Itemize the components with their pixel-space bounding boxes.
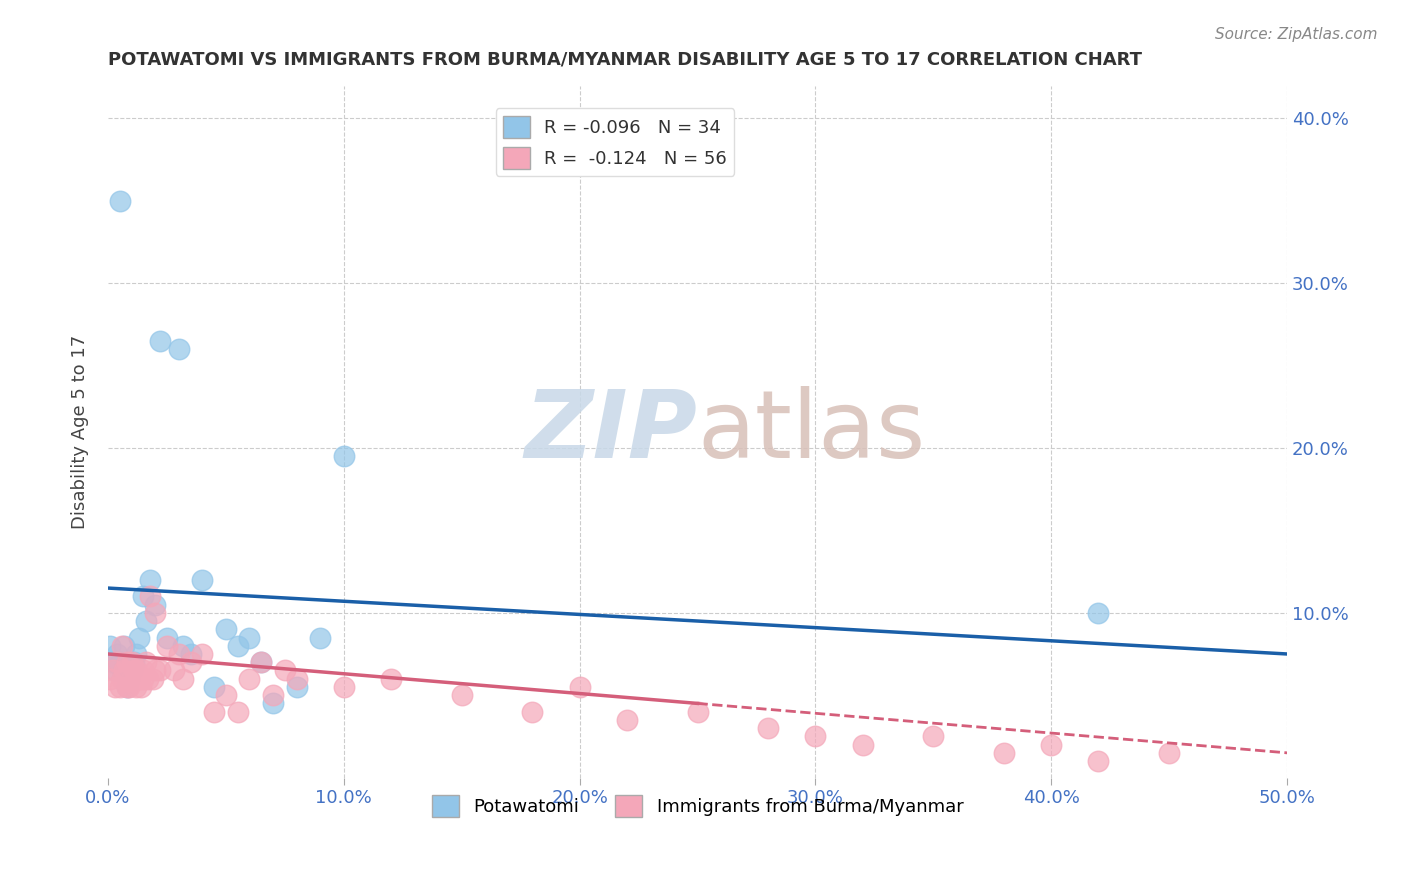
Point — [191, 647, 214, 661]
Point — [135, 655, 157, 669]
Point — [107, 647, 129, 661]
Point — [143, 664, 166, 678]
Point — [202, 705, 225, 719]
Point — [128, 631, 150, 645]
Point — [132, 664, 155, 678]
Point — [333, 449, 356, 463]
Point — [135, 614, 157, 628]
Point — [149, 334, 172, 348]
Point — [450, 688, 472, 702]
Point — [142, 672, 165, 686]
Point — [139, 573, 162, 587]
Point — [226, 639, 249, 653]
Point — [149, 664, 172, 678]
Legend: Potawatomi, Immigrants from Burma/Myanmar: Potawatomi, Immigrants from Burma/Myanma… — [425, 788, 970, 824]
Point — [139, 590, 162, 604]
Point — [111, 664, 134, 678]
Point — [191, 573, 214, 587]
Point — [129, 680, 152, 694]
Point — [922, 730, 945, 744]
Point — [125, 680, 148, 694]
Point — [115, 680, 138, 694]
Point — [101, 655, 124, 669]
Point — [121, 655, 143, 669]
Point — [128, 672, 150, 686]
Point — [756, 721, 779, 735]
Point — [107, 655, 129, 669]
Point — [143, 606, 166, 620]
Point — [202, 680, 225, 694]
Point — [156, 639, 179, 653]
Point — [136, 672, 159, 686]
Point — [333, 680, 356, 694]
Point — [98, 639, 121, 653]
Point — [522, 705, 544, 719]
Point — [616, 713, 638, 727]
Point — [250, 655, 273, 669]
Point — [380, 672, 402, 686]
Point — [1087, 606, 1109, 620]
Point — [285, 672, 308, 686]
Point — [115, 680, 138, 694]
Point — [226, 705, 249, 719]
Point — [108, 194, 131, 208]
Point — [262, 688, 284, 702]
Point — [132, 590, 155, 604]
Point — [1087, 754, 1109, 768]
Point — [108, 655, 131, 669]
Point — [125, 664, 148, 678]
Point — [250, 655, 273, 669]
Point — [114, 664, 136, 678]
Point — [238, 631, 260, 645]
Point — [274, 664, 297, 678]
Point — [108, 680, 131, 694]
Point — [804, 730, 827, 744]
Point — [686, 705, 709, 719]
Text: Source: ZipAtlas.com: Source: ZipAtlas.com — [1215, 27, 1378, 42]
Point — [215, 622, 238, 636]
Point — [143, 598, 166, 612]
Point — [172, 672, 194, 686]
Point — [167, 647, 190, 661]
Point — [156, 631, 179, 645]
Point — [104, 664, 127, 678]
Point — [115, 655, 138, 669]
Point — [121, 672, 143, 686]
Point — [118, 680, 141, 694]
Point — [215, 688, 238, 702]
Point — [122, 664, 145, 678]
Point — [118, 672, 141, 686]
Point — [122, 655, 145, 669]
Point — [262, 697, 284, 711]
Point — [98, 672, 121, 686]
Point — [568, 680, 591, 694]
Point — [1040, 738, 1063, 752]
Point — [111, 639, 134, 653]
Point — [104, 680, 127, 694]
Point — [238, 672, 260, 686]
Point — [172, 639, 194, 653]
Text: ZIP: ZIP — [524, 385, 697, 477]
Point — [285, 680, 308, 694]
Point — [993, 746, 1015, 760]
Point — [132, 672, 155, 686]
Point — [121, 664, 143, 678]
Point — [180, 647, 202, 661]
Point — [309, 631, 332, 645]
Y-axis label: Disability Age 5 to 17: Disability Age 5 to 17 — [72, 334, 89, 529]
Text: POTAWATOMI VS IMMIGRANTS FROM BURMA/MYANMAR DISABILITY AGE 5 TO 17 CORRELATION C: POTAWATOMI VS IMMIGRANTS FROM BURMA/MYAN… — [108, 51, 1142, 69]
Point — [101, 664, 124, 678]
Point — [163, 664, 186, 678]
Point — [111, 672, 134, 686]
Point — [114, 639, 136, 653]
Point — [180, 655, 202, 669]
Point — [167, 342, 190, 356]
Point — [125, 647, 148, 661]
Text: atlas: atlas — [697, 385, 925, 477]
Point — [852, 738, 875, 752]
Point — [1159, 746, 1181, 760]
